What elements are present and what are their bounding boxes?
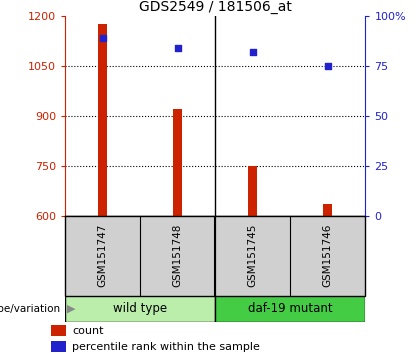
Bar: [323, 204, 332, 216]
Text: wild type: wild type: [113, 302, 167, 315]
Bar: [50, 325, 66, 336]
Text: percentile rank within the sample: percentile rank within the sample: [72, 342, 260, 352]
Text: GSM151746: GSM151746: [323, 224, 333, 287]
Bar: [50, 341, 66, 353]
Text: count: count: [72, 326, 104, 336]
Bar: [65, 296, 215, 322]
Text: genotype/variation: genotype/variation: [0, 304, 61, 314]
Text: GSM151748: GSM151748: [173, 224, 183, 287]
Text: GSM151745: GSM151745: [248, 224, 258, 287]
Text: ▶: ▶: [67, 304, 76, 314]
Bar: [215, 296, 365, 322]
Text: daf-19 mutant: daf-19 mutant: [248, 302, 333, 315]
Point: [174, 45, 181, 51]
Point: [99, 35, 106, 41]
Bar: [248, 166, 257, 216]
Point: [325, 63, 331, 69]
Point: [249, 49, 256, 55]
Title: GDS2549 / 181506_at: GDS2549 / 181506_at: [139, 0, 291, 13]
Bar: [173, 109, 182, 216]
Bar: [98, 24, 107, 216]
Text: GSM151747: GSM151747: [97, 224, 108, 287]
